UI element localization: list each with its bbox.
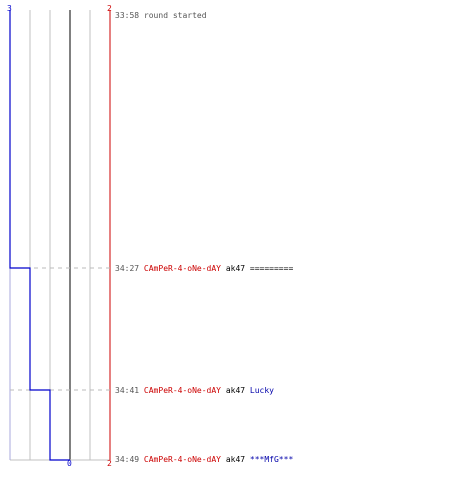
bottom-zero-label: 0 — [67, 459, 72, 468]
event-time: 33:58 — [115, 11, 140, 20]
victim-name[interactable]: ========= — [249, 264, 294, 273]
event-kill: 34:49 CAmPeR-4-oNe-dAY ak47 ***MfG*** — [115, 455, 293, 465]
killer-name[interactable]: CAmPeR-4-oNe-dAY — [143, 264, 221, 273]
event-time: 34:27 — [115, 264, 140, 273]
right-top-label: 2 — [107, 4, 112, 13]
victim-name[interactable]: ***MfG*** — [249, 455, 294, 464]
left-top-label: 3 — [7, 4, 12, 13]
event-kill: 34:27 CAmPeR-4-oNe-dAY ak47 ========= — [115, 264, 293, 274]
event-kill: 34:41 CAmPeR-4-oNe-dAY ak47 Lucky — [115, 386, 274, 396]
weapon-name: ak47 — [225, 386, 246, 395]
killer-name[interactable]: CAmPeR-4-oNe-dAY — [143, 455, 221, 464]
blue-step-line — [9, 10, 70, 461]
killer-name[interactable]: CAmPeR-4-oNe-dAY — [143, 386, 221, 395]
weapon-name: ak47 — [225, 264, 246, 273]
bottom-right-label: 2 — [107, 459, 112, 468]
weapon-name: ak47 — [225, 455, 246, 464]
event-time: 34:41 — [115, 386, 140, 395]
event-time: 34:49 — [115, 455, 140, 464]
event-round-start: 33:58 round started — [115, 11, 207, 21]
victim-name[interactable]: Lucky — [249, 386, 274, 395]
event-text: round started — [143, 11, 207, 20]
